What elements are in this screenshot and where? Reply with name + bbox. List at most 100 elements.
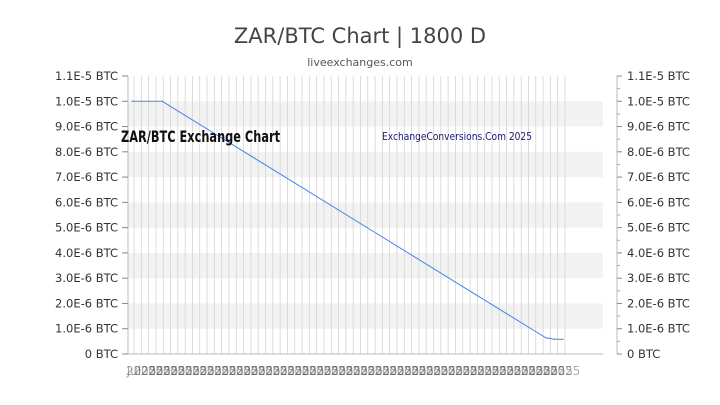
series-point [553, 338, 555, 340]
series-point [131, 100, 133, 102]
x-tick-label: 2025 [367, 364, 398, 378]
x-tick-label: 2025 [221, 364, 252, 378]
y-tick-label-left: 3.0E-6 BTC [55, 271, 118, 285]
chart-title: ZAR/BTC Chart | 1800 D [233, 24, 487, 48]
y-tick-label-left: 1.0E-5 BTC [55, 94, 118, 108]
x-tick-label: 2025 [148, 364, 179, 378]
y-tick-label-right: 5.0E-6 BTC [627, 221, 690, 235]
x-tick-label: 2025 [316, 364, 347, 378]
x-tick-label: 2025 [323, 364, 354, 378]
x-tick-label: 2025 [535, 364, 566, 378]
x-tick-label: 2025 [287, 364, 318, 378]
y-tick-label-left: 8.0E-6 BTC [55, 145, 118, 159]
x-tick-label: 2025 [433, 364, 464, 378]
x-tick-label: 2025 [418, 364, 449, 378]
y-tick-label-left: 9.0E-6 BTC [55, 120, 118, 134]
x-tick-label: 2025 [469, 364, 500, 378]
y-tick-label-right: 1.0E-6 BTC [627, 322, 690, 336]
x-tick-label: 2025 [155, 364, 186, 378]
x-tick-label: 2025 [440, 364, 471, 378]
y-tick-label-right: 3.0E-6 BTC [627, 271, 690, 285]
x-tick-label: 2025 [184, 364, 215, 378]
watermark-left: ZAR/BTC Exchange Chart [121, 127, 280, 146]
series-group [131, 100, 564, 340]
x-tick-label: 2025 [411, 364, 442, 378]
y-tick-label-right: 0 BTC [627, 347, 660, 361]
x-tick-label: 2025 [528, 364, 559, 378]
x-tick-label: 2025 [521, 364, 552, 378]
grid-band [128, 202, 603, 228]
x-tick-label: 2025 [170, 364, 201, 378]
series-point [161, 100, 163, 102]
grid-band [128, 101, 603, 127]
x-tick-label: 2025 [382, 364, 413, 378]
x-tick-label: 2025 [374, 364, 405, 378]
x-tick-label: Jul [126, 364, 141, 378]
x-tick-label: 2025 [250, 364, 281, 378]
x-tick-label: 2025 [499, 364, 530, 378]
x-tick-label: 2025 [389, 364, 420, 378]
x-tick-label: 2025 [309, 364, 340, 378]
x-tick-label: 2025 [206, 364, 237, 378]
x-tick-label: 2025 [141, 364, 172, 378]
y-tick-label-left: 4.0E-6 BTC [55, 246, 118, 260]
y-tick-label-right: 6.0E-6 BTC [627, 195, 690, 209]
y-tick-label-right: 2.0E-6 BTC [627, 296, 690, 310]
y-tick-label-left: 6.0E-6 BTC [55, 195, 118, 209]
grid-band [128, 252, 603, 279]
vertical-gridlines [133, 76, 566, 354]
x-tick-label: 2025 [279, 364, 310, 378]
y-tick-label-right: 9.0E-6 BTC [627, 120, 690, 134]
x-tick-label: 2025 [126, 364, 157, 378]
series-point [545, 337, 547, 339]
y-tick-label-right: 1.1E-5 BTC [627, 69, 690, 83]
x-tick-label: 2025 [236, 364, 267, 378]
y-tick-label-right: 1.0E-5 BTC [627, 94, 690, 108]
x-tick-label: 2025 [294, 364, 325, 378]
y-tick-label-left: 1.0E-6 BTC [55, 322, 118, 336]
y-tick-label-left: 0 BTC [85, 347, 118, 361]
x-tick-label: 2025 [455, 364, 486, 378]
x-tick-label: 2025 [331, 364, 362, 378]
y-tick-label-right: 4.0E-6 BTC [627, 246, 690, 260]
x-tick-label: 2025 [462, 364, 493, 378]
y-tick-label-left: 7.0E-6 BTC [55, 170, 118, 184]
y-tick-label-left: 1.1E-5 BTC [55, 69, 118, 83]
series-point [562, 338, 564, 340]
y-tick-label-left: 5.0E-6 BTC [55, 221, 118, 235]
y-tick-label-right: 8.0E-6 BTC [627, 145, 690, 159]
x-tick-label: 2025 [491, 364, 522, 378]
x-tick-label: 2025 [265, 364, 296, 378]
grid-band [128, 303, 603, 329]
x-tick-label: 2025 [447, 364, 478, 378]
x-tick-label: 2025 [214, 364, 245, 378]
x-tick-label: 2025 [513, 364, 544, 378]
right-y-axis: 0 BTC 1.0E-6 BTC 2.0E-6 BTC 3.0E-6 BTC 4.0E-… [616, 69, 690, 361]
x-tick-label: 2025 [272, 364, 303, 378]
x-tick-label: 2025 [477, 364, 508, 378]
x-tick-label: 2025 [404, 364, 435, 378]
x-tick-label: 2025 [345, 364, 376, 378]
grid-band [128, 151, 603, 178]
x-tick-label: 2025 [301, 364, 332, 378]
x-tick-label: 2025 [163, 364, 194, 378]
x-tick-label: 2025 [550, 364, 581, 378]
x-tick-label: 2025 [360, 364, 391, 378]
x-tick-label: 2025 [338, 364, 369, 378]
x-tick-label: 2025 [258, 364, 289, 378]
watermark-right: ExchangeConversions.Com 2025 [382, 130, 532, 143]
x-tick-label: 2025 [177, 364, 208, 378]
y-tick-label-right: 7.0E-6 BTC [627, 170, 690, 184]
x-tick-label: 2025 [192, 364, 223, 378]
y-tick-label-left: 2.0E-6 BTC [55, 296, 118, 310]
x-tick-label: 2025 [243, 364, 274, 378]
x-tick-label: 2025 [426, 364, 457, 378]
x-tick-label: 2025 [352, 364, 383, 378]
x-tick-label: 2025 [484, 364, 515, 378]
x-tick-label: 2025 [396, 364, 427, 378]
x-axis: Jul2025202520252025202520252025202520252… [126, 353, 603, 378]
x-tick-label: 2025 [199, 364, 230, 378]
chart-subtitle: liveexchanges.com [307, 56, 413, 69]
